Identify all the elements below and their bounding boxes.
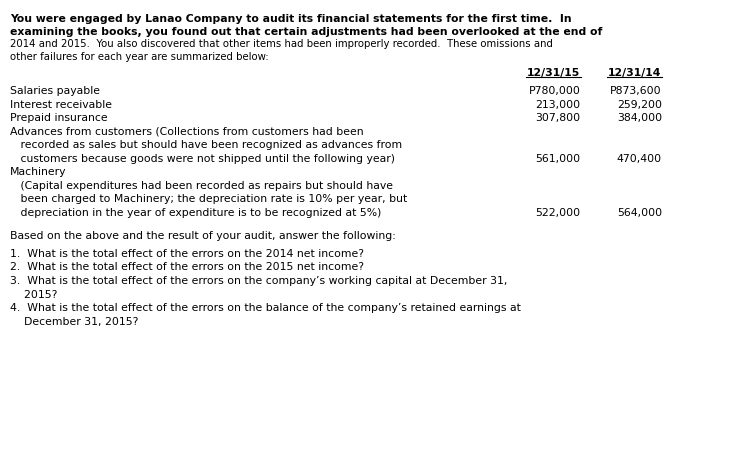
Text: Machinery: Machinery: [10, 167, 66, 177]
Text: Salaries payable: Salaries payable: [10, 86, 100, 96]
Text: 2014 and 2015.  You also discovered that other items had been improperly recorde: 2014 and 2015. You also discovered that …: [10, 39, 553, 49]
Text: recorded as sales but should have been recognized as advances from: recorded as sales but should have been r…: [10, 140, 402, 150]
Text: 561,000: 561,000: [535, 153, 581, 163]
Text: 2015?: 2015?: [10, 289, 57, 299]
Text: (Capital expenditures had been recorded as repairs but should have: (Capital expenditures had been recorded …: [10, 180, 393, 190]
Text: Based on the above and the result of your audit, answer the following:: Based on the above and the result of you…: [10, 231, 396, 241]
Text: 470,400: 470,400: [617, 153, 662, 163]
Text: been charged to Machinery; the depreciation rate is 10% per year, but: been charged to Machinery; the depreciat…: [10, 193, 407, 203]
Text: 3.  What is the total effect of the errors on the company’s working capital at D: 3. What is the total effect of the error…: [10, 275, 507, 285]
Text: 12/31/14: 12/31/14: [608, 68, 661, 78]
Text: customers because goods were not shipped until the following year): customers because goods were not shipped…: [10, 153, 395, 163]
Text: examining the books, you found out that certain adjustments had been overlooked : examining the books, you found out that …: [10, 26, 602, 36]
Text: depreciation in the year of expenditure is to be recognized at 5%): depreciation in the year of expenditure …: [10, 207, 382, 217]
Text: 4.  What is the total effect of the errors on the balance of the company’s retai: 4. What is the total effect of the error…: [10, 302, 521, 312]
Text: Prepaid insurance: Prepaid insurance: [10, 113, 107, 123]
Text: 307,800: 307,800: [535, 113, 581, 123]
Text: P873,600: P873,600: [610, 86, 662, 96]
Text: Interest receivable: Interest receivable: [10, 99, 112, 109]
Text: 2.  What is the total effect of the errors on the 2015 net income?: 2. What is the total effect of the error…: [10, 262, 363, 272]
Text: P780,000: P780,000: [529, 86, 581, 96]
Text: 1.  What is the total effect of the errors on the 2014 net income?: 1. What is the total effect of the error…: [10, 248, 363, 258]
Text: 564,000: 564,000: [617, 207, 662, 217]
Text: other failures for each year are summarized below:: other failures for each year are summari…: [10, 51, 268, 61]
Text: 213,000: 213,000: [535, 99, 581, 109]
Text: Advances from customers (Collections from customers had been: Advances from customers (Collections fro…: [10, 126, 363, 136]
Text: 522,000: 522,000: [535, 207, 581, 217]
Text: You were engaged by Lanao Company to audit its financial statements for the firs: You were engaged by Lanao Company to aud…: [10, 14, 572, 24]
Text: 12/31/15: 12/31/15: [526, 68, 580, 78]
Text: December 31, 2015?: December 31, 2015?: [10, 316, 138, 326]
Text: 259,200: 259,200: [617, 99, 662, 109]
Text: 384,000: 384,000: [617, 113, 662, 123]
